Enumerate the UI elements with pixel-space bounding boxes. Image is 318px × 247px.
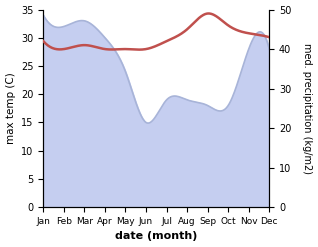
Y-axis label: med. precipitation (kg/m2): med. precipitation (kg/m2) [302, 43, 313, 174]
X-axis label: date (month): date (month) [115, 231, 197, 242]
Y-axis label: max temp (C): max temp (C) [5, 72, 16, 144]
